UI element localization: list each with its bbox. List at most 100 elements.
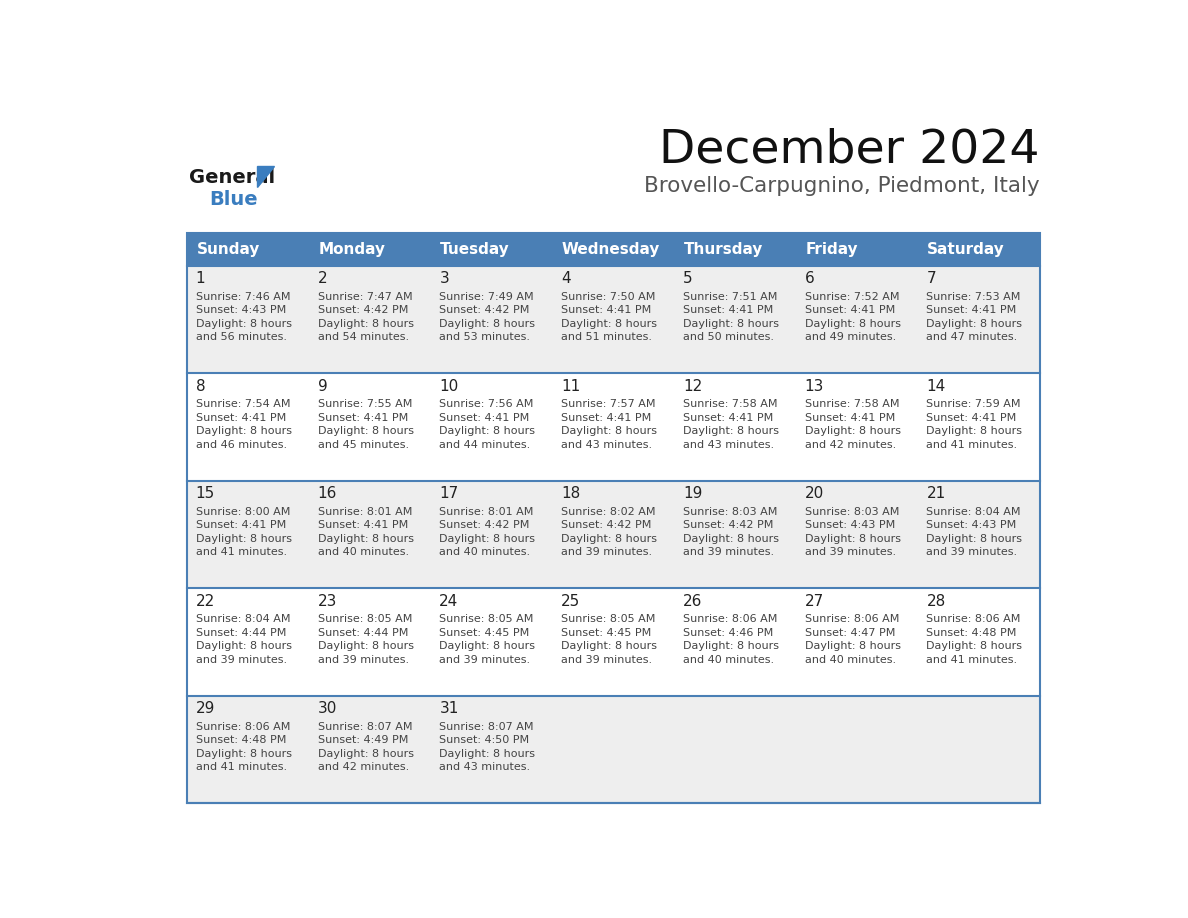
Text: 5: 5: [683, 271, 693, 286]
Text: and 39 minutes.: and 39 minutes.: [683, 547, 775, 557]
Text: and 50 minutes.: and 50 minutes.: [683, 332, 773, 342]
Text: Sunrise: 7:54 AM: Sunrise: 7:54 AM: [196, 399, 290, 409]
Bar: [188, 374, 1040, 481]
Text: Sunrise: 8:07 AM: Sunrise: 8:07 AM: [317, 722, 412, 732]
Text: General: General: [189, 168, 274, 187]
Text: Sunset: 4:41 PM: Sunset: 4:41 PM: [927, 306, 1017, 316]
Text: Daylight: 8 hours: Daylight: 8 hours: [196, 319, 292, 329]
Text: 18: 18: [561, 486, 581, 501]
Text: and 39 minutes.: and 39 minutes.: [561, 547, 652, 557]
Text: 12: 12: [683, 378, 702, 394]
Text: and 42 minutes.: and 42 minutes.: [317, 762, 409, 772]
Text: 16: 16: [317, 486, 337, 501]
Text: Daylight: 8 hours: Daylight: 8 hours: [317, 642, 413, 651]
Text: Sunset: 4:41 PM: Sunset: 4:41 PM: [196, 521, 286, 531]
Text: and 39 minutes.: and 39 minutes.: [561, 655, 652, 665]
Text: Daylight: 8 hours: Daylight: 8 hours: [804, 533, 901, 543]
Text: Sunrise: 7:59 AM: Sunrise: 7:59 AM: [927, 399, 1020, 409]
Text: Sunrise: 7:51 AM: Sunrise: 7:51 AM: [683, 292, 777, 302]
Text: and 51 minutes.: and 51 minutes.: [561, 332, 652, 342]
Text: Daylight: 8 hours: Daylight: 8 hours: [196, 533, 292, 543]
Text: Sunset: 4:43 PM: Sunset: 4:43 PM: [196, 306, 286, 316]
Text: and 46 minutes.: and 46 minutes.: [196, 440, 286, 450]
Text: and 39 minutes.: and 39 minutes.: [440, 655, 531, 665]
Text: Daylight: 8 hours: Daylight: 8 hours: [317, 533, 413, 543]
Text: Sunset: 4:41 PM: Sunset: 4:41 PM: [317, 521, 407, 531]
Text: Sunrise: 7:46 AM: Sunrise: 7:46 AM: [196, 292, 290, 302]
Text: 15: 15: [196, 486, 215, 501]
Text: Sunrise: 7:47 AM: Sunrise: 7:47 AM: [317, 292, 412, 302]
Text: 21: 21: [927, 486, 946, 501]
Text: Saturday: Saturday: [928, 242, 1005, 257]
Text: Sunrise: 8:03 AM: Sunrise: 8:03 AM: [804, 507, 899, 517]
Text: and 47 minutes.: and 47 minutes.: [927, 332, 1018, 342]
Text: and 41 minutes.: and 41 minutes.: [927, 655, 1018, 665]
Text: Sunset: 4:47 PM: Sunset: 4:47 PM: [804, 628, 895, 638]
Text: Daylight: 8 hours: Daylight: 8 hours: [561, 426, 657, 436]
Text: 30: 30: [317, 701, 337, 716]
Text: December 2024: December 2024: [659, 127, 1040, 172]
Text: 17: 17: [440, 486, 459, 501]
Text: Sunset: 4:44 PM: Sunset: 4:44 PM: [196, 628, 286, 638]
Text: and 41 minutes.: and 41 minutes.: [927, 440, 1018, 450]
Text: Sunrise: 8:06 AM: Sunrise: 8:06 AM: [196, 722, 290, 732]
Text: and 43 minutes.: and 43 minutes.: [683, 440, 775, 450]
Text: and 45 minutes.: and 45 minutes.: [317, 440, 409, 450]
Text: 13: 13: [804, 378, 824, 394]
Text: 20: 20: [804, 486, 824, 501]
Text: Daylight: 8 hours: Daylight: 8 hours: [440, 642, 536, 651]
Text: Sunset: 4:41 PM: Sunset: 4:41 PM: [440, 413, 530, 423]
Text: Sunset: 4:48 PM: Sunset: 4:48 PM: [927, 628, 1017, 638]
Text: Sunset: 4:41 PM: Sunset: 4:41 PM: [927, 413, 1017, 423]
Text: Sunset: 4:41 PM: Sunset: 4:41 PM: [804, 413, 895, 423]
Text: Sunrise: 7:50 AM: Sunrise: 7:50 AM: [561, 292, 656, 302]
Text: Sunrise: 8:07 AM: Sunrise: 8:07 AM: [440, 722, 533, 732]
Text: Sunrise: 8:02 AM: Sunrise: 8:02 AM: [561, 507, 656, 517]
Text: 3: 3: [440, 271, 449, 286]
Text: Sunset: 4:45 PM: Sunset: 4:45 PM: [440, 628, 530, 638]
Text: and 39 minutes.: and 39 minutes.: [317, 655, 409, 665]
Text: and 40 minutes.: and 40 minutes.: [440, 547, 531, 557]
Text: and 39 minutes.: and 39 minutes.: [804, 547, 896, 557]
Text: Daylight: 8 hours: Daylight: 8 hours: [683, 319, 779, 329]
Text: Daylight: 8 hours: Daylight: 8 hours: [561, 533, 657, 543]
Text: Daylight: 8 hours: Daylight: 8 hours: [440, 426, 536, 436]
Text: and 43 minutes.: and 43 minutes.: [561, 440, 652, 450]
Text: Daylight: 8 hours: Daylight: 8 hours: [196, 426, 292, 436]
Text: and 53 minutes.: and 53 minutes.: [440, 332, 530, 342]
Text: Daylight: 8 hours: Daylight: 8 hours: [804, 426, 901, 436]
Text: Daylight: 8 hours: Daylight: 8 hours: [440, 533, 536, 543]
Text: and 39 minutes.: and 39 minutes.: [927, 547, 1018, 557]
Text: Daylight: 8 hours: Daylight: 8 hours: [683, 642, 779, 651]
Text: 28: 28: [927, 594, 946, 609]
Text: Sunrise: 8:06 AM: Sunrise: 8:06 AM: [683, 614, 777, 624]
Text: Sunrise: 8:00 AM: Sunrise: 8:00 AM: [196, 507, 290, 517]
Text: Daylight: 8 hours: Daylight: 8 hours: [927, 319, 1023, 329]
Text: Sunset: 4:43 PM: Sunset: 4:43 PM: [804, 521, 895, 531]
Text: 29: 29: [196, 701, 215, 716]
Text: Daylight: 8 hours: Daylight: 8 hours: [804, 642, 901, 651]
Text: Daylight: 8 hours: Daylight: 8 hours: [927, 533, 1023, 543]
Text: Monday: Monday: [318, 242, 385, 257]
Text: 9: 9: [317, 378, 328, 394]
Text: Sunset: 4:48 PM: Sunset: 4:48 PM: [196, 735, 286, 745]
Text: Sunrise: 7:49 AM: Sunrise: 7:49 AM: [440, 292, 533, 302]
Text: 7: 7: [927, 271, 936, 286]
Text: and 40 minutes.: and 40 minutes.: [683, 655, 775, 665]
Text: Daylight: 8 hours: Daylight: 8 hours: [927, 426, 1023, 436]
Text: Sunset: 4:42 PM: Sunset: 4:42 PM: [440, 521, 530, 531]
Text: 22: 22: [196, 594, 215, 609]
Text: Sunset: 4:43 PM: Sunset: 4:43 PM: [927, 521, 1017, 531]
Text: Sunset: 4:41 PM: Sunset: 4:41 PM: [196, 413, 286, 423]
Text: Blue: Blue: [209, 190, 258, 208]
Text: 4: 4: [561, 271, 570, 286]
Text: Sunset: 4:42 PM: Sunset: 4:42 PM: [561, 521, 651, 531]
Text: 24: 24: [440, 594, 459, 609]
Polygon shape: [257, 165, 273, 187]
Text: Sunrise: 8:05 AM: Sunrise: 8:05 AM: [561, 614, 656, 624]
Text: Brovello-Carpugnino, Piedmont, Italy: Brovello-Carpugnino, Piedmont, Italy: [644, 175, 1040, 196]
Text: Sunrise: 7:53 AM: Sunrise: 7:53 AM: [927, 292, 1020, 302]
Text: Sunday: Sunday: [196, 242, 260, 257]
Text: Sunset: 4:41 PM: Sunset: 4:41 PM: [561, 413, 651, 423]
Text: 27: 27: [804, 594, 824, 609]
